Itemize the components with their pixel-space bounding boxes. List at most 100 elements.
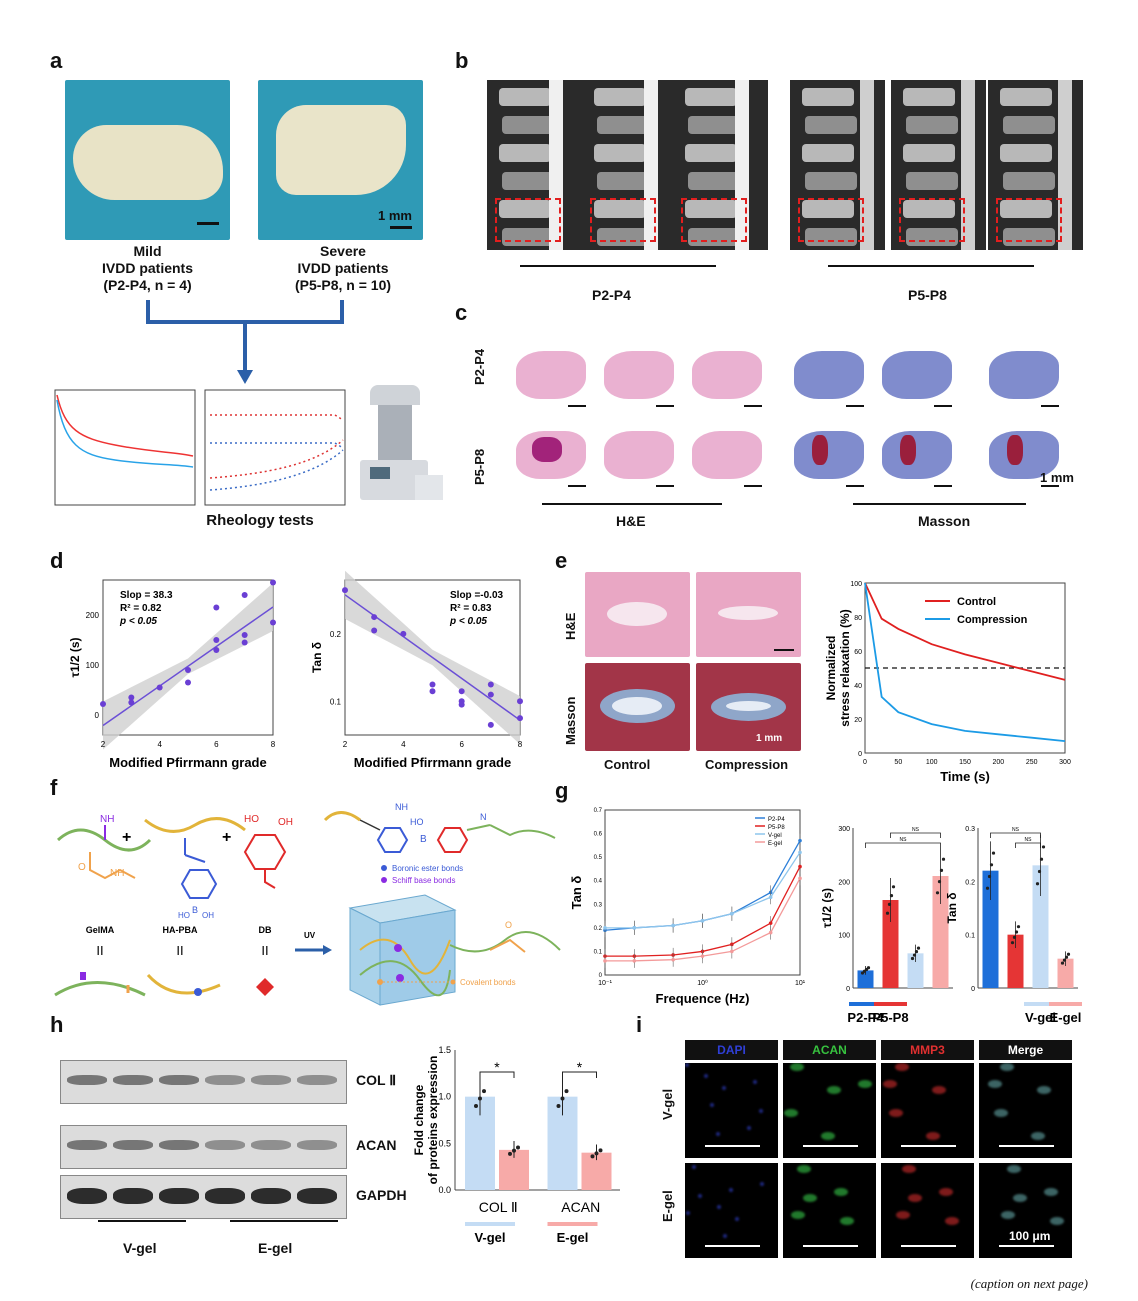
y-tick-label: 0.2: [965, 879, 975, 886]
x-tick-label: 0: [863, 759, 867, 766]
cell-signal: [729, 1188, 733, 1192]
svg-text:O: O: [505, 920, 512, 930]
data-point: [1039, 857, 1044, 861]
legend-label: V-gel: [474, 1230, 505, 1245]
data-point: [213, 647, 220, 653]
histology-image: [985, 345, 1065, 415]
data-point: [512, 1148, 516, 1153]
blot-band: [205, 1188, 245, 1204]
y-tick-label: 0.4: [594, 879, 603, 885]
y-axis-label: of proteins expression: [426, 1056, 440, 1185]
data-point: [910, 956, 915, 961]
cell-signal: [908, 1194, 922, 1202]
histology-image: [790, 425, 870, 495]
y-tick-label: 0: [846, 986, 850, 993]
scale-bar: [1041, 485, 1059, 487]
tissue-section: [882, 351, 952, 399]
y-tick-label: 0.0: [438, 1185, 451, 1195]
svg-text:Schiff base bonds: Schiff base bonds: [392, 876, 455, 885]
histology-scale-label: 1 mm: [1040, 470, 1074, 485]
data-point: [128, 694, 135, 701]
x-tick-label: 8: [518, 740, 523, 749]
y-tick-label: 0.5: [438, 1138, 451, 1148]
lane-bar-egel: [230, 1220, 338, 1222]
data-point: [185, 679, 191, 686]
cell-signal: [1000, 1063, 1014, 1071]
histology-image: [790, 345, 870, 415]
category-label: COL Ⅱ: [479, 1199, 518, 1215]
svg-text:II: II: [261, 943, 268, 958]
significance-bracket: [865, 842, 941, 848]
data-point: [632, 959, 637, 963]
data-point: [1012, 935, 1017, 939]
mri-image: [790, 80, 885, 250]
protein-fold-change-chart: * COL Ⅱ * ACAN 0.0 0.5 1.0 1.5 Fold change of pro…: [412, 1045, 620, 1245]
histology-image: [878, 425, 958, 495]
y-tick-label: 0.1: [594, 949, 603, 955]
significance-bracket: [1015, 842, 1041, 848]
data-point: [1060, 961, 1065, 965]
svg-text:NH: NH: [100, 814, 114, 825]
histology-image: [512, 425, 592, 495]
ns-label: NS: [912, 827, 920, 833]
cell-signal: [698, 1194, 702, 1198]
blot-strip: [60, 1125, 347, 1169]
y-tick-label: 100: [838, 933, 850, 940]
blot-band: [113, 1075, 153, 1085]
y-tick-label: 0.1: [330, 697, 342, 706]
panel-label-a: a: [50, 48, 63, 73]
band-label: COL Ⅱ: [356, 1072, 397, 1088]
blot-band: [251, 1188, 291, 1204]
svg-text:HO: HO: [178, 911, 190, 920]
legend-label: V-gel: [768, 833, 782, 839]
svg-text:NH: NH: [110, 868, 124, 879]
scale-bar: [705, 1245, 760, 1247]
band-label: GAPDH: [356, 1187, 407, 1203]
legend-label: P2-P4: [768, 817, 785, 823]
group-label: P2-P4: [847, 1010, 884, 1025]
vertebra: [1000, 144, 1052, 162]
blot-band: [113, 1188, 153, 1204]
data-point: [916, 946, 921, 950]
y-tick-label: 100: [850, 581, 862, 588]
stat-text: p < 0.05: [449, 616, 487, 627]
scale-bar-label: 1 mm: [378, 208, 412, 223]
data-point: [241, 639, 248, 646]
cell-signal: [932, 1086, 946, 1094]
panel-label-d: d: [50, 548, 64, 573]
vertebra: [906, 172, 958, 190]
histology-image: [600, 425, 680, 495]
histology-image: [688, 425, 768, 495]
cell-signal: [902, 1165, 916, 1173]
cell-signal: [834, 1188, 848, 1196]
dense-stain: [532, 437, 562, 462]
svg-text:DB: DB: [259, 925, 272, 935]
if-scale-label: 100 μm: [1009, 1229, 1051, 1243]
if-image: [685, 1163, 778, 1258]
panel-label-h: h: [50, 1012, 64, 1037]
group-strip: [1049, 1002, 1082, 1006]
data-point: [400, 630, 407, 637]
blot-strip: [60, 1060, 347, 1104]
svg-text:Boronic ester bonds: Boronic ester bonds: [392, 864, 463, 873]
data-point: [1010, 941, 1015, 945]
x-axis-label: Time (s): [940, 769, 990, 784]
he-control-image: [585, 572, 690, 657]
vertebra: [499, 144, 551, 162]
cell-signal: [723, 1234, 727, 1238]
vertebra: [594, 200, 646, 218]
svg-text:Covalent bonds: Covalent bonds: [460, 978, 516, 987]
tissue-section: [882, 431, 952, 479]
bar-p5-p8: [1007, 934, 1024, 988]
vertebra: [805, 172, 857, 190]
data-point: [768, 921, 773, 925]
y-tick-label: 0: [599, 973, 603, 979]
blot-band: [205, 1075, 245, 1085]
mri-image: [582, 80, 677, 250]
mild-tissue-photo: [65, 80, 230, 240]
if-header-dapi: DAPI: [685, 1040, 778, 1060]
blot-band: [159, 1075, 199, 1085]
plot-frame: [102, 579, 274, 736]
blot-band: [297, 1140, 337, 1150]
data-point: [213, 637, 220, 643]
